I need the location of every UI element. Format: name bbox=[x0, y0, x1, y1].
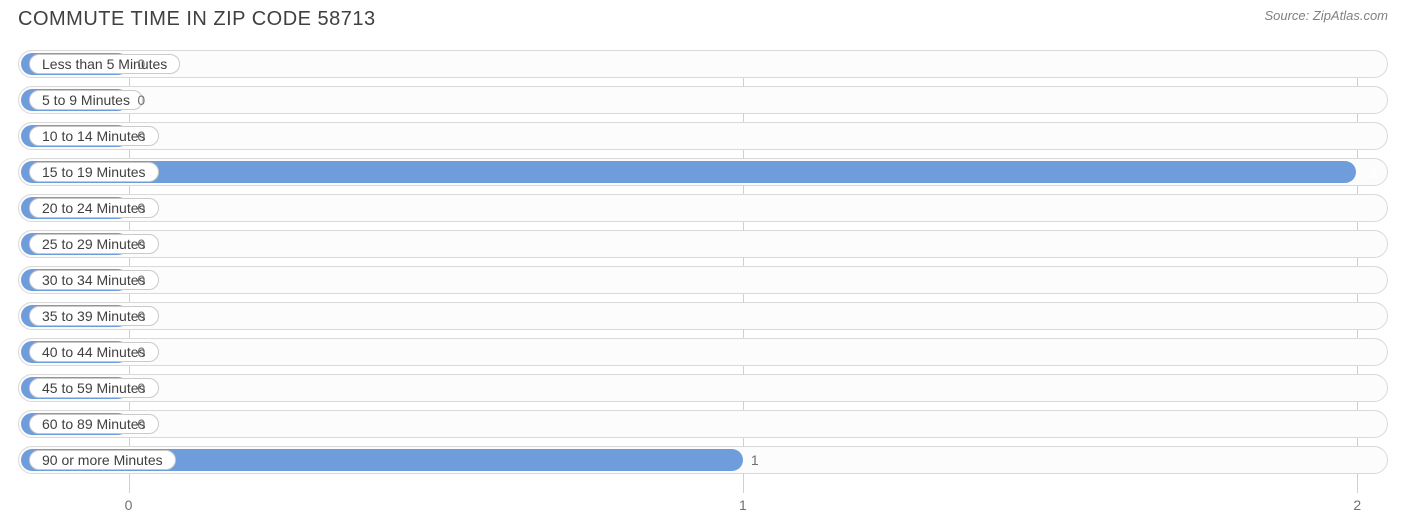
bar-row: 10 to 14 Minutes0 bbox=[18, 122, 1388, 150]
bars-container: Less than 5 Minutes05 to 9 Minutes010 to… bbox=[18, 50, 1388, 493]
bar-row: 45 to 59 Minutes0 bbox=[18, 374, 1388, 402]
value-label: 0 bbox=[137, 195, 145, 221]
bar bbox=[21, 161, 1356, 183]
bar-row: 25 to 29 Minutes0 bbox=[18, 230, 1388, 258]
chart-area: Less than 5 Minutes05 to 9 Minutes010 to… bbox=[18, 50, 1388, 493]
bar-row: 30 to 34 Minutes0 bbox=[18, 266, 1388, 294]
bar-row: Less than 5 Minutes0 bbox=[18, 50, 1388, 78]
axis-tick-label: 2 bbox=[1353, 497, 1361, 513]
bar-row: 20 to 24 Minutes0 bbox=[18, 194, 1388, 222]
value-label: 0 bbox=[137, 267, 145, 293]
category-pill: 90 or more Minutes bbox=[29, 450, 176, 470]
bar-row: 15 to 19 Minutes 2 bbox=[18, 158, 1388, 186]
value-label: 0 bbox=[137, 339, 145, 365]
value-label: 0 bbox=[137, 375, 145, 401]
value-label: 1 bbox=[751, 447, 759, 473]
axis-tick-label: 1 bbox=[739, 497, 747, 513]
source-label: Source: ZipAtlas.com bbox=[1264, 8, 1388, 23]
bar-row: 5 to 9 Minutes0 bbox=[18, 86, 1388, 114]
x-axis: 0 1 2 bbox=[18, 497, 1388, 517]
category-pill: Less than 5 Minutes bbox=[29, 54, 180, 74]
category-pill: 15 to 19 Minutes bbox=[29, 162, 159, 182]
value-label: 2 bbox=[1369, 159, 1377, 185]
bar-row: 90 or more Minutes 1 bbox=[18, 446, 1388, 474]
value-label: 0 bbox=[137, 87, 145, 113]
chart-title: COMMUTE TIME IN ZIP CODE 58713 bbox=[18, 8, 376, 31]
bar-row: 40 to 44 Minutes0 bbox=[18, 338, 1388, 366]
value-label: 0 bbox=[137, 231, 145, 257]
category-pill: 5 to 9 Minutes bbox=[29, 90, 143, 110]
axis-tick-label: 0 bbox=[125, 497, 133, 513]
value-label: 0 bbox=[137, 123, 145, 149]
bar-row: 60 to 89 Minutes0 bbox=[18, 410, 1388, 438]
bar-row: 35 to 39 Minutes0 bbox=[18, 302, 1388, 330]
value-label: 0 bbox=[137, 411, 145, 437]
value-label: 0 bbox=[137, 303, 145, 329]
value-label: 0 bbox=[137, 51, 145, 77]
